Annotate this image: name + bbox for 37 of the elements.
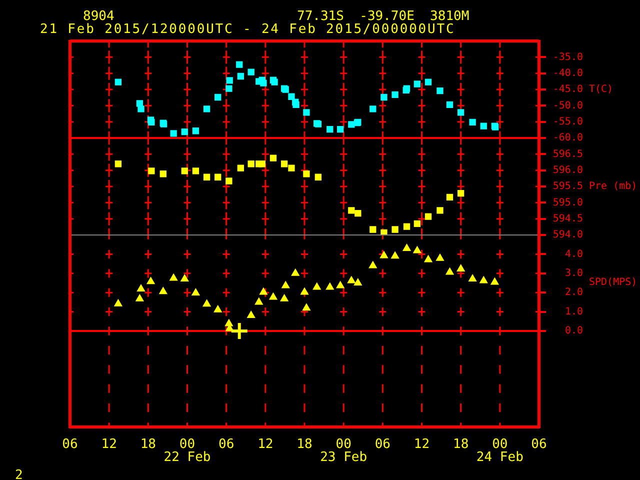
y-tick-label: 3.0 [564, 268, 583, 279]
x-tick-label: 06 [218, 436, 234, 452]
x-tick-label: 12 [258, 436, 274, 452]
y-tick-label: -50.0 [552, 100, 583, 112]
x-tick-label: 00 22 Feb [164, 436, 211, 465]
y-tick-label: -55.0 [552, 116, 583, 128]
y-tick-label: 2.0 [564, 287, 583, 298]
x-tick-label: 00 24 Feb [476, 436, 524, 465]
x-tick-label: 12 [414, 436, 430, 452]
x-tick-label: 18 [453, 436, 469, 452]
y-tick-label: 596.0 [552, 164, 583, 176]
y-axis-title: T(C) [589, 83, 614, 97]
x-tick-label: 18 [296, 436, 312, 452]
text: 2 [15, 468, 23, 480]
y-tick-label: 1.0 [564, 306, 583, 318]
x-tick-label: 06 [62, 436, 78, 452]
y-tick-label: 0.0 [564, 326, 583, 337]
x-tick-label: 00 23 Feb [320, 436, 368, 465]
x-tick-label: 18 [140, 436, 156, 452]
x-tick-label: 12 [101, 436, 117, 452]
y-axis-title: SPD(MPS) [589, 276, 638, 290]
y-tick-label: 596.5 [552, 148, 583, 160]
y-tick-label: 595.5 [552, 181, 583, 192]
y-axis-title: Pre (mb) [589, 180, 638, 194]
y-tick-label: 594.0 [552, 230, 583, 241]
y-tick-label: -45.0 [552, 84, 583, 96]
x-tick-label: 06 [531, 436, 547, 452]
x-tick-label: 06 [374, 436, 390, 452]
y-tick-label: -60.0 [552, 132, 583, 144]
y-tick-label: 595.0 [552, 197, 583, 208]
y-tick-label: -40.0 [552, 68, 583, 79]
y-tick-label: 4.0 [564, 248, 583, 260]
y-tick-label: 594.5 [552, 213, 583, 224]
y-tick-label: -35.0 [552, 52, 583, 63]
text: 77.31S -39.70E 3810M [297, 9, 470, 24]
chart-title: 8904 [83, 9, 114, 24]
chart-subtitle: 21 Feb 2015/120000UTC - 24 Feb 2015/000000UTC [40, 22, 456, 37]
